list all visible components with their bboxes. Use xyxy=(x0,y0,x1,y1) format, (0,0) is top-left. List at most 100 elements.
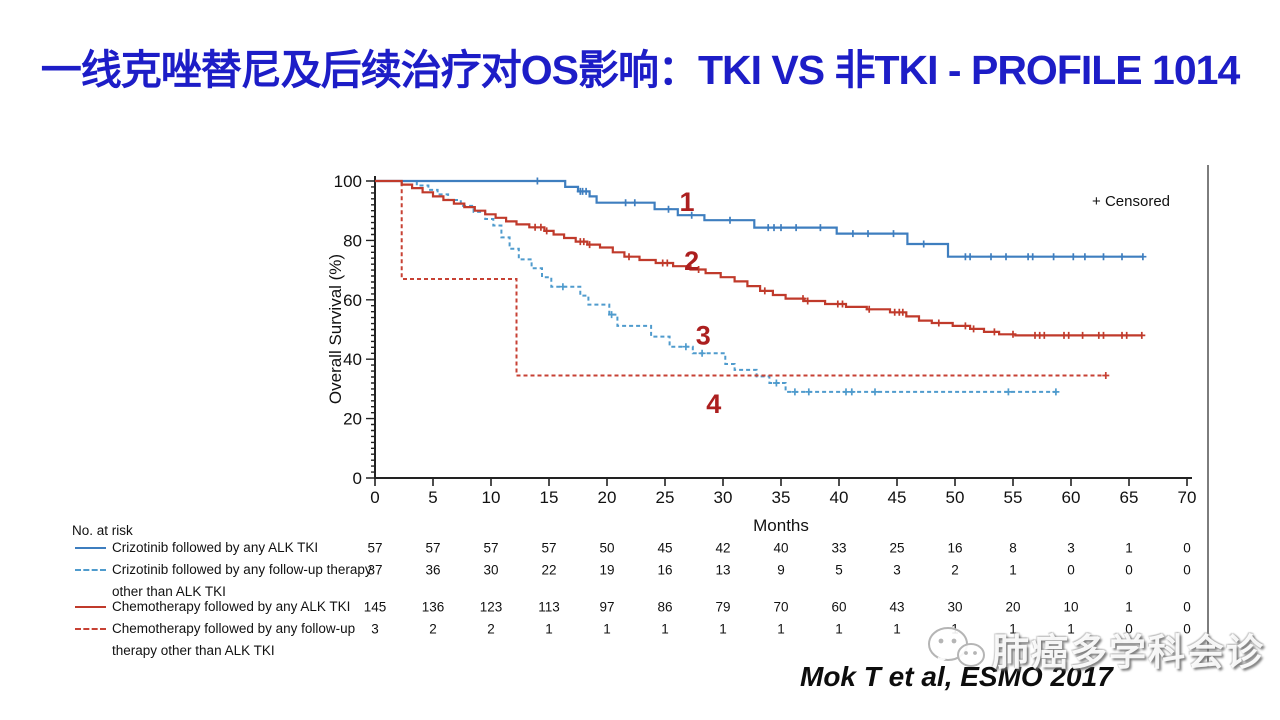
risk-value: 9 xyxy=(777,562,785,578)
risk-value: 22 xyxy=(541,562,557,578)
risk-value: 30 xyxy=(483,562,499,578)
risk-value: 0 xyxy=(1067,562,1075,578)
watermark-text: 肺癌多学科会诊 xyxy=(992,632,1265,673)
risk-value: 79 xyxy=(715,599,731,615)
legend-swatch-dashed xyxy=(75,628,106,630)
risk-value: 113 xyxy=(538,599,560,615)
risk-value: 1 xyxy=(1009,621,1017,637)
risk-value: 1 xyxy=(1067,621,1075,637)
risk-value: 5 xyxy=(835,562,843,578)
wechat-icon xyxy=(928,627,985,667)
risk-value: 8 xyxy=(1009,540,1017,556)
x-tick-label: 35 xyxy=(772,488,791,507)
x-tick-label: 25 xyxy=(656,488,675,507)
x-ticks xyxy=(374,478,1188,486)
risk-value: 0 xyxy=(1183,599,1191,615)
citation: Mok T et al, ESMO 2017 xyxy=(800,661,1113,692)
risk-row-label: Chemotherapy followed by any ALK TKI xyxy=(112,599,351,614)
x-tick-label: 15 xyxy=(540,488,559,507)
risk-value: 43 xyxy=(889,599,905,615)
risk-value: 70 xyxy=(773,599,789,615)
risk-value: 0 xyxy=(1125,621,1133,637)
x-tick-label: 10 xyxy=(482,488,501,507)
risk-row-label: Crizotinib followed by any follow-up the… xyxy=(112,562,372,577)
risk-value: 1 xyxy=(835,621,843,637)
risk-value: 16 xyxy=(947,540,963,556)
x-axis-label: Months xyxy=(753,516,809,535)
y-axis-label: Overall Survival (%) xyxy=(326,254,345,404)
risk-value: 57 xyxy=(483,540,499,556)
risk-value: 40 xyxy=(773,540,789,556)
x-tick-label: 45 xyxy=(888,488,907,507)
x-tick-label: 55 xyxy=(1004,488,1023,507)
censor-marks-4 xyxy=(1102,372,1110,379)
y-tick-label: 60 xyxy=(343,291,362,310)
risk-value: 60 xyxy=(831,599,847,615)
y-tick-label: 20 xyxy=(343,410,362,429)
risk-value: 1 xyxy=(661,621,669,637)
risk-value: 123 xyxy=(479,599,503,615)
y-tick-label: 0 xyxy=(353,469,362,488)
x-tick-label: 20 xyxy=(598,488,617,507)
risk-row-label: Crizotinib followed by any ALK TKI xyxy=(112,540,319,555)
risk-value: 1 xyxy=(1009,562,1017,578)
risk-row-label: other than ALK TKI xyxy=(112,584,226,599)
x-tick-label: 5 xyxy=(428,488,437,507)
censor-marks-1 xyxy=(533,177,1147,261)
risk-value: 0 xyxy=(1183,562,1191,578)
slide-title: 一线克唑替尼及后续治疗对OS影响：TKI VS 非TKI - PROFILE 1… xyxy=(40,47,1241,93)
x-tick-label: 50 xyxy=(946,488,965,507)
risk-value: 3 xyxy=(1067,540,1075,556)
risk-value: 2 xyxy=(951,562,959,578)
risk-value: 86 xyxy=(657,599,673,615)
risk-value: 42 xyxy=(715,540,731,556)
risk-value: 10 xyxy=(1063,599,1079,615)
watermark: 肺癌多学科会诊 xyxy=(924,622,1265,676)
risk-value: 145 xyxy=(363,599,387,615)
risk-value: 16 xyxy=(657,562,673,578)
censor-marks-3 xyxy=(559,283,1060,396)
x-tick-label: 70 xyxy=(1178,488,1197,507)
censored-legend: + Censored xyxy=(1092,193,1170,210)
risk-value: 0 xyxy=(1183,621,1191,637)
risk-value: 1 xyxy=(893,621,901,637)
risk-value: 50 xyxy=(599,540,615,556)
curve-label-2: 2 xyxy=(684,246,699,276)
y-tick-label: 40 xyxy=(343,350,362,369)
curve-label-4: 4 xyxy=(706,389,721,419)
x-tick-label: 60 xyxy=(1062,488,1081,507)
risk-value: 1 xyxy=(545,621,553,637)
legend-swatch-dashed xyxy=(75,569,106,571)
risk-value: 2 xyxy=(487,621,495,637)
risk-value: 36 xyxy=(425,562,441,578)
risk-value: 25 xyxy=(889,540,905,556)
y-tick-label: 100 xyxy=(334,172,362,191)
risk-value: 3 xyxy=(893,562,901,578)
risk-value: 33 xyxy=(831,540,847,556)
x-tick-label: 65 xyxy=(1120,488,1139,507)
x-tick-label: 40 xyxy=(830,488,849,507)
at-risk-header: No. at risk xyxy=(72,523,133,538)
y-ticks xyxy=(366,180,375,479)
risk-value: 0 xyxy=(1125,562,1133,578)
x-tick-label: 30 xyxy=(714,488,733,507)
curve-label-3: 3 xyxy=(696,320,711,350)
risk-value: 37 xyxy=(367,562,383,578)
risk-row-label: therapy other than ALK TKI xyxy=(112,643,275,658)
legend-swatch-solid xyxy=(75,606,106,608)
risk-value: 57 xyxy=(541,540,557,556)
crop-artifact-line xyxy=(1207,165,1209,667)
km-curve-3 xyxy=(375,180,1058,393)
risk-value: 1 xyxy=(719,621,727,637)
x-tick-label: 0 xyxy=(370,488,379,507)
risk-value: 1 xyxy=(777,621,785,637)
risk-value: 30 xyxy=(947,599,963,615)
legend-swatch-solid xyxy=(75,547,106,549)
risk-value: 20 xyxy=(1005,599,1021,615)
km-plot-layers: 0 20 40 60 80 100 0 5 10 15 20 25 30 35 40 45 50 55 60 65 70… xyxy=(334,172,1197,507)
risk-value: 1 xyxy=(1125,540,1133,556)
y-tick-label: 80 xyxy=(343,231,362,250)
